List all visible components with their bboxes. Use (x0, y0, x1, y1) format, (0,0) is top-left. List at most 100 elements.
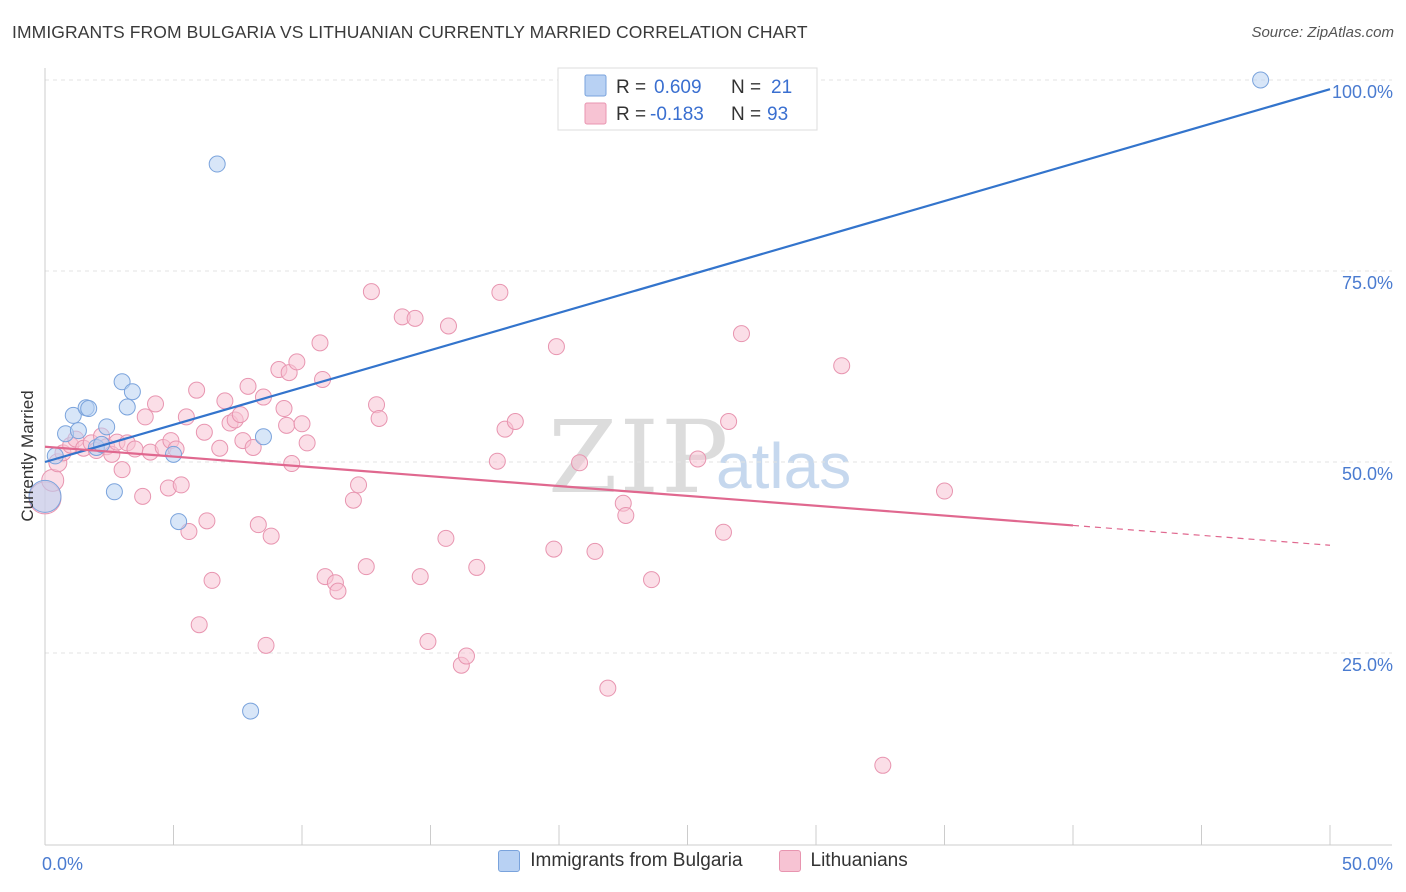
bulgaria-point (208, 155, 226, 173)
lithuanians-point (298, 434, 316, 452)
lithuanians-point (113, 461, 131, 479)
bulgaria-point (113, 373, 131, 391)
lithuanians-point (293, 415, 311, 433)
bulgaria-point (254, 428, 272, 446)
y-tick-label: 25.0% (1342, 655, 1393, 675)
bulgaria-point (1252, 71, 1270, 89)
y-axis-label: Currently Married (18, 390, 37, 521)
legend-swatch-bulgaria (498, 850, 521, 872)
x-tick-label: 0.0% (42, 854, 83, 874)
bulgaria-point (242, 702, 260, 720)
axes (44, 68, 1392, 846)
lithuanians-point (203, 571, 221, 589)
lithuanians-point (211, 439, 229, 457)
x-tick-label: 50.0% (1342, 854, 1393, 874)
bulgaria-point (105, 483, 123, 501)
x-tick-labels: 0.0% 50.0% (42, 854, 1393, 874)
y-tick-labels: 25.0% 50.0% 75.0% 100.0% (1332, 82, 1393, 675)
lithuanians-point (643, 571, 661, 589)
lithuanians-point (239, 377, 257, 395)
lithuanians-point (198, 512, 216, 530)
legend-label-lithuanians: Lithuanians (810, 850, 908, 871)
lithuanians-point (262, 527, 280, 545)
lithuanians-point (350, 476, 368, 494)
lithuanians-point (411, 568, 429, 586)
grid-lines (45, 79, 1392, 654)
lithuanians-trend-line (44, 445, 1074, 527)
lithuanians-point (275, 400, 293, 418)
bulgaria-point (98, 418, 116, 436)
legend-r-label: R = (616, 77, 646, 98)
lithuanians-point (288, 353, 306, 371)
lithuanians-point (231, 406, 249, 424)
lithuanians-point (936, 482, 953, 500)
lithuanians-point (244, 438, 262, 456)
bulgaria-point (123, 383, 141, 401)
lithuanians-point (506, 413, 524, 431)
bulgaria-point (28, 479, 62, 513)
lithuanians-points (28, 283, 953, 774)
legend-swatch-lithuanians (584, 102, 607, 125)
legend-label-bulgaria: Immigrants from Bulgaria (530, 850, 743, 871)
lithuanians-point (617, 506, 635, 524)
lithuanians-point (362, 283, 380, 301)
lithuanians-point (249, 516, 267, 534)
lithuanians-point (491, 283, 509, 301)
watermark-atlas: atlas (716, 430, 851, 502)
lithuanians-point (190, 616, 208, 634)
bulgaria-point (93, 435, 111, 453)
lithuanians-point (283, 455, 301, 473)
legend-n-label: N = (731, 77, 761, 98)
trend-lines (44, 88, 1331, 546)
lithuanians-point (457, 647, 475, 665)
bottom-legend: Immigrants from Bulgaria Lithuanians (0, 850, 1406, 872)
lithuanians-point (134, 487, 152, 505)
lithuanians-point (257, 636, 275, 654)
legend-n-label: N = (731, 104, 761, 125)
lithuanians-point (329, 582, 347, 600)
lithuanians-point (195, 423, 213, 441)
lithuanians-point (439, 317, 457, 335)
lithuanians-point (689, 450, 707, 468)
bulgaria-point (80, 400, 98, 418)
legend-item-bulgaria: Immigrants from Bulgaria (498, 850, 743, 872)
y-tick-label: 100.0% (1332, 82, 1393, 102)
lithuanians-point (732, 325, 750, 343)
y-tick-label: 50.0% (1342, 464, 1393, 484)
legend-box: R = 0.609 N = 21 R = -0.183 N = 93 (557, 67, 818, 131)
legend-swatch-lithuanians (778, 850, 801, 872)
lithuanians-point (216, 392, 234, 410)
lithuanians-point (468, 558, 486, 576)
lithuanians-point (180, 523, 198, 541)
lithuanians-point (147, 395, 165, 413)
legend-n-value: 93 (767, 104, 788, 125)
chart-title: IMMIGRANTS FROM BULGARIA VS LITHUANIAN C… (12, 22, 808, 42)
lithuanians-point (488, 452, 506, 470)
lithuanians-point (368, 396, 386, 414)
lithuanians-point (833, 357, 851, 375)
lithuanians-point (406, 309, 424, 327)
lithuanians-trend-extension (1072, 524, 1331, 546)
lithuanians-point (874, 756, 892, 774)
lithuanians-point (599, 679, 617, 697)
lithuanians-point (547, 338, 565, 356)
lithuanians-point (172, 476, 190, 494)
legend-r-value: 0.609 (654, 77, 702, 98)
lithuanians-point (188, 381, 206, 399)
bulgaria-points (28, 71, 1270, 720)
source-label: Source: ZipAtlas.com (1251, 24, 1394, 41)
lithuanians-point (714, 523, 732, 541)
lithuanians-point (357, 558, 375, 576)
bulgaria-point (118, 398, 136, 416)
lithuanians-point (278, 416, 296, 434)
legend-n-value: 21 (771, 77, 792, 98)
lithuanians-point (311, 334, 329, 352)
lithuanians-point (344, 491, 362, 509)
legend-r-value: -0.183 (650, 104, 704, 125)
lithuanians-point (370, 409, 388, 427)
lithuanians-point (545, 540, 563, 558)
bulgaria-point (170, 513, 188, 531)
lithuanians-point (136, 408, 154, 426)
bulgaria-trend-line (44, 88, 1331, 464)
